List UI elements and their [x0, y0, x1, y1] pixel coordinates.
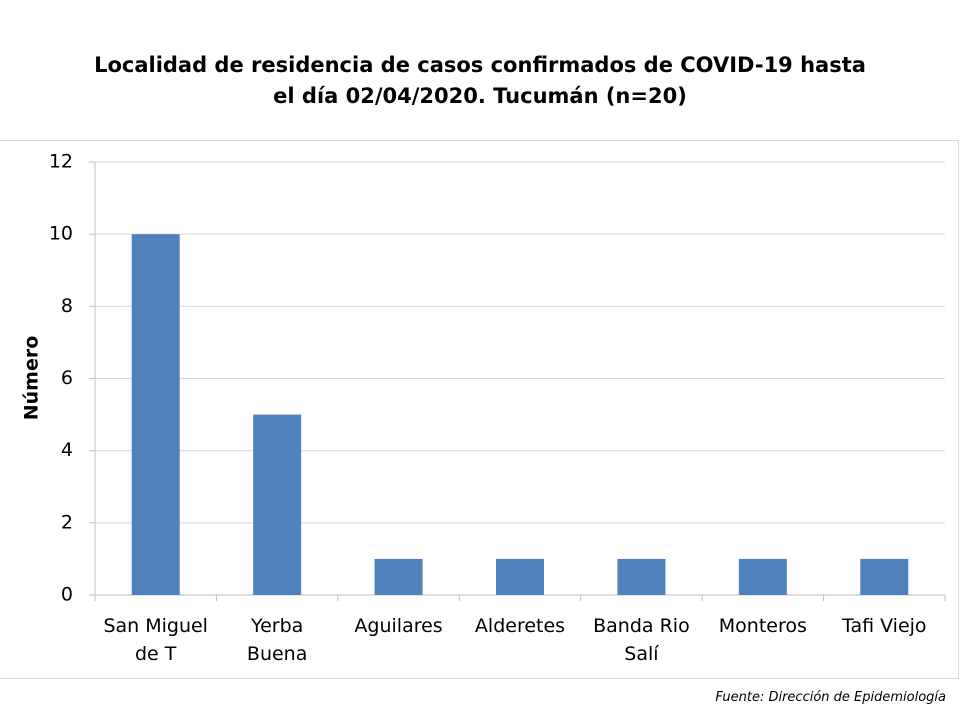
y-tick-label: 0 — [61, 584, 73, 606]
x-tick-label: Tafi Viejo — [841, 615, 927, 637]
y-tick-label: 10 — [49, 223, 73, 245]
y-tick-label: 6 — [61, 367, 73, 389]
bar — [131, 234, 180, 595]
y-tick-label: 4 — [61, 439, 73, 461]
y-tick-label: 8 — [61, 295, 73, 317]
x-tick-label: Yerba Buena — [246, 615, 308, 665]
y-axis-label: Número — [21, 336, 43, 421]
bar — [860, 558, 909, 595]
x-tick-label: Monteros — [718, 615, 807, 637]
bar — [617, 558, 666, 595]
bar — [374, 558, 423, 595]
bar — [496, 558, 544, 595]
x-tick-label: Alderetes — [474, 615, 566, 637]
y-tick-label: 12 — [49, 151, 73, 173]
y-tick-label: 2 — [61, 511, 73, 533]
x-tick-label: San Miguel de T — [103, 615, 208, 665]
chart-frame — [0, 140, 959, 679]
chart-title: Localidad de residencia de casos confirm… — [94, 53, 866, 108]
bar — [253, 414, 302, 595]
x-tick-label: Banda Rio Salí — [593, 615, 690, 665]
bar — [738, 558, 787, 595]
x-tick-label: Aguilares — [354, 615, 443, 637]
source-note: Fuente: Dirección de Epidemiología — [715, 690, 946, 705]
